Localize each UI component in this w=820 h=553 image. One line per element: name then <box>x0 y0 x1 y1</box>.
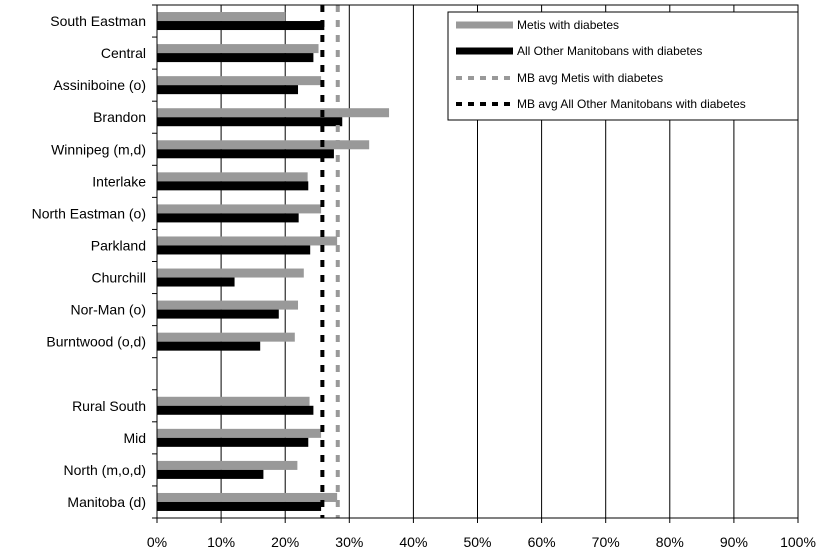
legend: Metis with diabetes All Other Manitobans… <box>448 12 798 120</box>
category-label: Winnipeg (m,d) <box>51 141 146 157</box>
reference-lines <box>322 5 337 518</box>
x-tick-label: 0% <box>147 534 167 550</box>
bar-others <box>157 85 298 94</box>
category-label: Central <box>101 45 146 61</box>
legend-label-others: All Other Manitobans with diabetes <box>517 44 702 58</box>
bar-metis <box>157 204 321 213</box>
x-tick-label: 40% <box>399 534 427 550</box>
category-label: Assiniboine (o) <box>53 77 146 93</box>
x-tick-label: 80% <box>656 534 684 550</box>
category-label: North Eastman (o) <box>32 205 146 221</box>
x-tick-label: 90% <box>720 534 748 550</box>
x-tick-labels: 0% 10% 20% 30% 40% 50% 60% 70% 80% 90% 100% <box>147 534 816 550</box>
category-label: Nor-Man (o) <box>71 302 146 318</box>
bar-others <box>157 181 308 190</box>
bar-metis <box>157 12 285 21</box>
legend-label-mb-avg-metis: MB avg Metis with diabetes <box>517 71 663 85</box>
bar-metis <box>157 333 295 342</box>
bar-others <box>157 21 324 30</box>
x-tick-label: 60% <box>528 534 556 550</box>
bar-metis <box>157 429 321 438</box>
bar-others <box>157 53 313 62</box>
category-label: Burntwood (o,d) <box>46 334 146 350</box>
category-label: Rural South <box>72 398 146 414</box>
bar-others <box>157 470 263 479</box>
category-label: Parkland <box>91 237 146 253</box>
bar-others <box>157 406 313 415</box>
bars <box>157 12 389 511</box>
bar-others <box>157 502 321 511</box>
category-label: Mid <box>123 430 146 446</box>
bar-others <box>157 213 299 222</box>
bar-metis <box>157 44 319 53</box>
x-tick-label: 30% <box>335 534 363 550</box>
category-label: Interlake <box>92 173 146 189</box>
x-tick-label: 20% <box>271 534 299 550</box>
bar-metis <box>157 269 304 278</box>
category-label: South Eastman <box>50 13 146 29</box>
bar-metis <box>157 76 321 85</box>
bar-others <box>157 245 310 254</box>
bar-metis <box>157 301 298 310</box>
x-tick-label: 50% <box>463 534 491 550</box>
bar-metis <box>157 236 337 245</box>
x-tick-label: 70% <box>592 534 620 550</box>
category-labels: South Eastman Central Assiniboine (o) Brand… <box>32 13 147 510</box>
bar-others <box>157 117 342 126</box>
bar-others <box>157 149 334 158</box>
legend-label-mb-avg-others: MB avg All Other Manitobans with diabete… <box>517 97 746 111</box>
bar-others <box>157 342 260 351</box>
category-label: North (m,o,d) <box>64 462 146 478</box>
bar-metis <box>157 461 297 470</box>
bar-others <box>157 438 308 447</box>
x-tick-label: 100% <box>780 534 816 550</box>
bar-others <box>157 278 235 287</box>
legend-label-metis: Metis with diabetes <box>517 18 619 32</box>
category-label: Brandon <box>93 109 146 125</box>
bar-metis <box>157 172 308 181</box>
bar-metis <box>157 493 337 502</box>
x-tick-label: 10% <box>207 534 235 550</box>
category-label: Manitoba (d) <box>67 494 146 510</box>
category-label: Churchill <box>92 270 146 286</box>
bar-others <box>157 310 279 319</box>
bar-metis <box>157 397 310 406</box>
bar-metis <box>157 108 389 117</box>
